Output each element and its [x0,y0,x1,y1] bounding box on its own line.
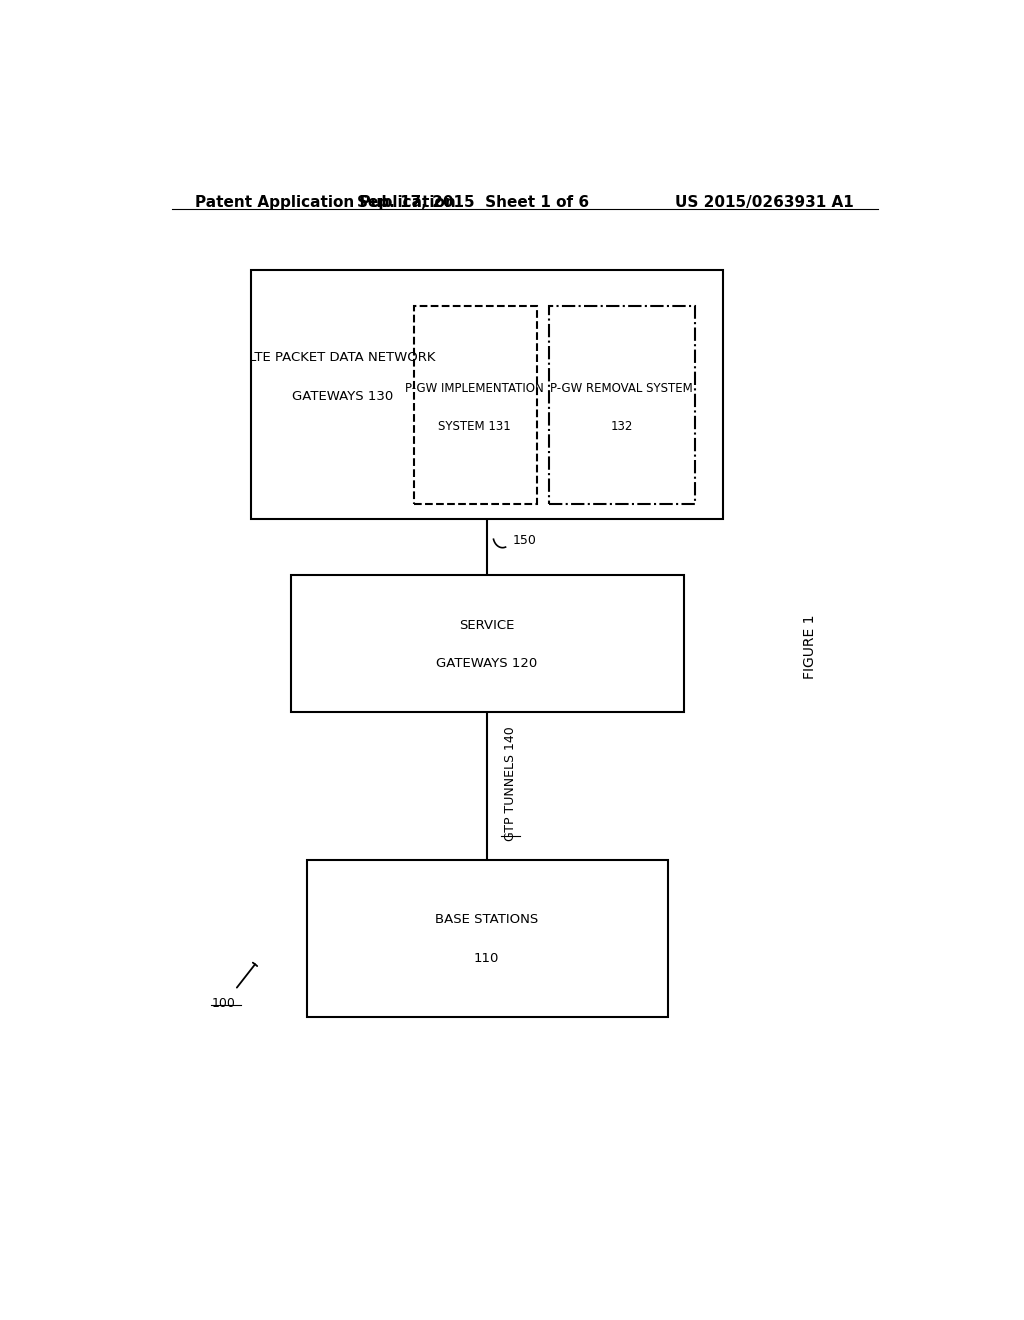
Text: BASE STATIONS: BASE STATIONS [435,913,539,927]
Bar [251,271,723,519]
Text: 100: 100 [211,997,236,1010]
Text: P-GW REMOVAL SYSTEM: P-GW REMOVAL SYSTEM [550,381,693,395]
Text: GATEWAYS 120: GATEWAYS 120 [436,657,538,671]
Text: 110: 110 [474,952,500,965]
Text: SERVICE: SERVICE [459,619,514,631]
Text: SYSTEM 131: SYSTEM 131 [438,420,511,433]
Text: P-GW IMPLEMENTATION: P-GW IMPLEMENTATION [406,381,544,395]
Bar [291,576,684,713]
Text: 150: 150 [513,535,537,546]
Text: Sep. 17, 2015  Sheet 1 of 6: Sep. 17, 2015 Sheet 1 of 6 [357,195,589,210]
Text: 132: 132 [610,420,633,433]
Bar [549,306,695,504]
Text: FIGURE 1: FIGURE 1 [804,614,817,678]
Text: GATEWAYS 130: GATEWAYS 130 [292,389,393,403]
Text: GTP TUNNELS 140: GTP TUNNELS 140 [504,726,517,841]
Text: LTE PACKET DATA NETWORK: LTE PACKET DATA NETWORK [249,351,435,364]
Bar [306,859,668,1018]
Bar [414,306,537,504]
Text: US 2015/0263931 A1: US 2015/0263931 A1 [676,195,854,210]
Text: Patent Application Publication: Patent Application Publication [196,195,457,210]
